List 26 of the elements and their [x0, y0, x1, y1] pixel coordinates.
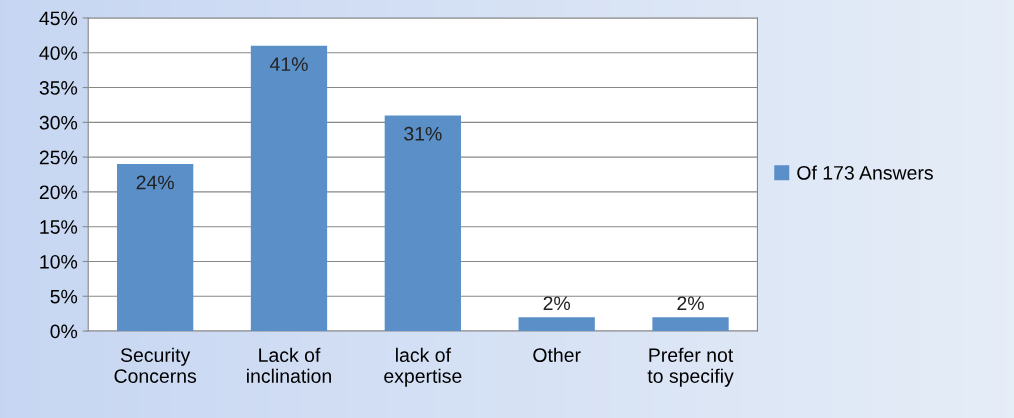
x-tick-label: Prefer not to specifiy [647, 347, 734, 387]
y-tick-label: 0% [50, 324, 78, 339]
x-tick-label: Other [533, 347, 581, 363]
y-tick-label: 25% [39, 150, 78, 165]
y-tick-label: 35% [39, 81, 78, 95]
y-tick-label: 15% [40, 220, 78, 234]
y-tick-label: 10% [40, 254, 78, 269]
y-tick-label: 5% [50, 289, 78, 304]
y-tick-label: 20% [39, 185, 78, 200]
y-tick-label: 45% [39, 11, 78, 26]
data-label: 24% [136, 175, 174, 190]
bar [384, 115, 461, 332]
data-label: 41% [269, 57, 308, 71]
bar [518, 317, 595, 332]
y-tick-label: 40% [39, 46, 78, 60]
x-tick-label: lack of expertise [384, 347, 462, 387]
legend-label: Of 173 Answers [797, 165, 933, 180]
bar [117, 164, 194, 332]
bar [250, 45, 328, 332]
bar [652, 317, 729, 332]
data-label: 2% [543, 296, 571, 311]
data-label: 2% [677, 296, 704, 311]
x-tick-label: Lack of inclination [247, 347, 331, 383]
data-label: 31% [404, 126, 442, 141]
x-tick-label: Security Concerns [114, 347, 197, 383]
y-tick-label: 30% [39, 115, 78, 130]
